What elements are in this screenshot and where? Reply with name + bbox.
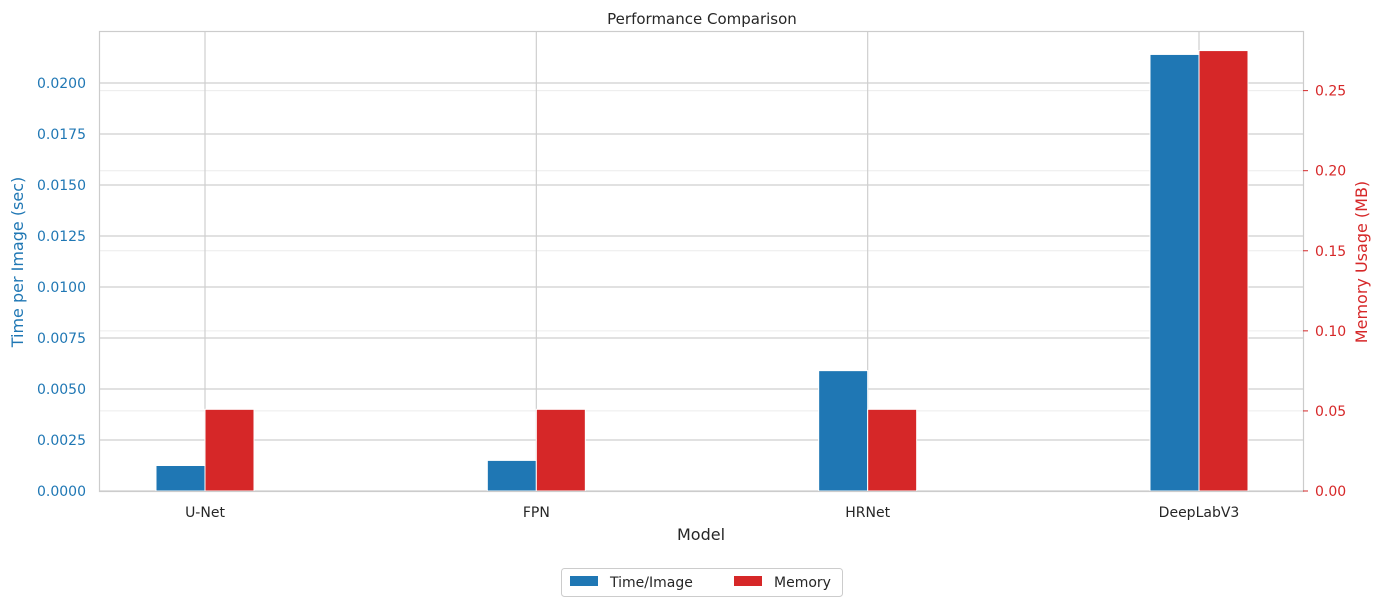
x-tick-label: HRNet	[845, 505, 890, 521]
x-tick-label: DeepLabV3	[1159, 505, 1240, 521]
left-tick-label: 0.0050	[37, 382, 86, 398]
right-axis: 0.00 0.05 0.10 0.15 0.20 0.25	[1303, 84, 1346, 500]
left-tick-label: 0.0150	[37, 178, 86, 194]
y-axis-left-label: Time per Image (sec)	[8, 177, 27, 349]
left-tick-label: 0.0000	[37, 484, 86, 500]
bar-memory	[867, 408, 918, 492]
right-tick-label: 0.20	[1315, 164, 1346, 180]
right-tick-label: 0.05	[1315, 404, 1346, 420]
bar-time-per-image	[155, 465, 206, 492]
grid	[100, 32, 1303, 492]
x-tick-label: FPN	[523, 505, 550, 521]
left-tick-label: 0.0025	[37, 433, 86, 449]
legend-swatch-time	[570, 576, 598, 586]
legend-label-memory: Memory	[774, 575, 831, 591]
left-tick-label: 0.0125	[37, 229, 86, 245]
right-tick-label: 0.15	[1315, 244, 1346, 260]
bar-memory	[535, 408, 586, 492]
left-tick-label: 0.0075	[37, 331, 86, 347]
plot-frame	[98, 30, 1305, 493]
bar-time-per-image	[1149, 53, 1200, 492]
right-tick-label: 0.25	[1315, 84, 1346, 100]
legend-label-time: Time/Image	[609, 575, 693, 591]
bar-memory	[1198, 50, 1249, 492]
right-tick-label: 0.00	[1315, 484, 1346, 500]
left-axis: 0.0000 0.0025 0.0050 0.0075 0.0100 0.0125 0.01…	[37, 76, 86, 500]
y-axis-right-label: Memory Usage (MB)	[1352, 181, 1371, 343]
bar-time-per-image	[486, 459, 537, 492]
x-axis: U-Net FPN HRNet DeepLabV3	[185, 505, 1239, 521]
x-axis-label: Model	[677, 525, 725, 544]
legend: Time/Image Memory	[561, 568, 843, 597]
left-tick-label: 0.0175	[37, 127, 86, 143]
right-tick-label: 0.10	[1315, 324, 1346, 340]
bars	[155, 50, 1249, 492]
legend-swatch-memory	[734, 576, 762, 586]
left-tick-label: 0.0100	[37, 280, 86, 296]
bar-memory	[204, 408, 255, 492]
bar-time-per-image	[818, 370, 869, 492]
chart-title: Performance Comparison	[607, 10, 797, 28]
x-tick-label: U-Net	[185, 505, 225, 521]
left-tick-label: 0.0200	[37, 76, 86, 92]
legend-box	[561, 568, 843, 597]
